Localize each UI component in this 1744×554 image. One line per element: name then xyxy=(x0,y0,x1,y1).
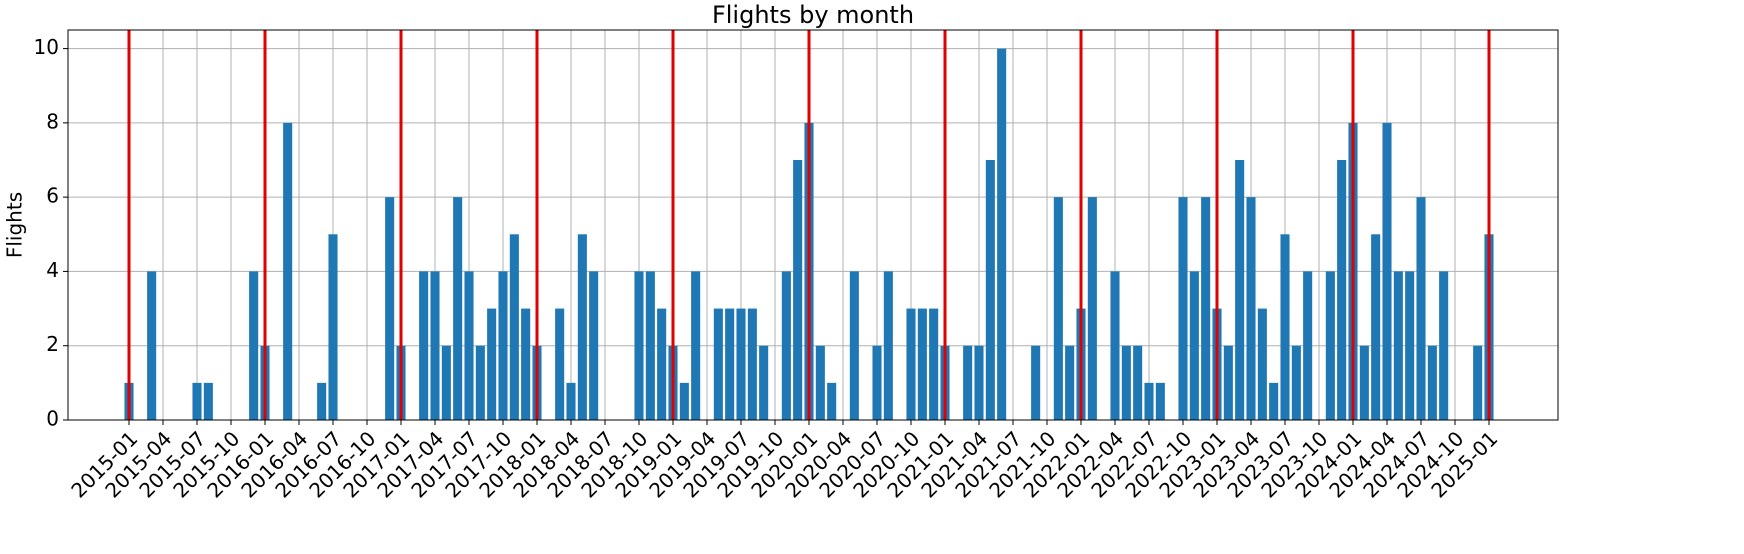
bar xyxy=(1087,197,1097,420)
bar xyxy=(1031,345,1041,420)
plot-frame xyxy=(67,29,1559,421)
bar xyxy=(679,382,689,420)
bar xyxy=(317,382,327,420)
bar xyxy=(453,197,463,420)
bar xyxy=(1337,160,1347,420)
bar xyxy=(917,308,927,420)
bar xyxy=(1280,234,1290,420)
bar xyxy=(827,382,837,420)
bar xyxy=(555,308,565,420)
bar xyxy=(759,345,769,420)
bar xyxy=(1121,345,1131,420)
bar xyxy=(929,308,939,420)
bar xyxy=(328,234,338,420)
y-tick-label: 6 xyxy=(46,184,59,208)
bar xyxy=(1223,345,1233,420)
bar xyxy=(1269,382,1279,420)
bar xyxy=(509,234,519,420)
bar xyxy=(147,271,157,420)
bar xyxy=(1382,122,1392,420)
bar xyxy=(634,271,644,420)
bar xyxy=(1427,345,1437,420)
bar xyxy=(793,160,803,420)
bar xyxy=(1246,197,1256,420)
bar xyxy=(974,345,984,420)
bar xyxy=(1053,197,1063,420)
bar xyxy=(475,345,485,420)
bar xyxy=(1065,345,1075,420)
bar xyxy=(1393,271,1403,420)
bar xyxy=(577,234,587,420)
bar xyxy=(1473,345,1483,420)
bar xyxy=(1201,197,1211,420)
bar xyxy=(1359,345,1369,420)
bar xyxy=(1133,345,1143,420)
bar xyxy=(1144,382,1154,420)
bar xyxy=(883,271,893,420)
bar xyxy=(203,382,213,420)
bar xyxy=(283,122,293,420)
bar xyxy=(521,308,531,420)
bar xyxy=(997,48,1007,420)
bar xyxy=(963,345,973,420)
bar xyxy=(691,271,701,420)
bar xyxy=(1416,197,1426,420)
bar xyxy=(1178,197,1188,420)
y-tick-label: 2 xyxy=(46,332,59,356)
bar xyxy=(1235,160,1245,420)
bar xyxy=(906,308,916,420)
bar xyxy=(736,308,746,420)
y-tick-label: 10 xyxy=(34,35,59,59)
bar xyxy=(1405,271,1415,420)
bar xyxy=(1303,271,1313,420)
bar xyxy=(1371,234,1381,420)
bar xyxy=(872,345,882,420)
y-tick-label: 0 xyxy=(46,407,59,431)
bar xyxy=(1257,308,1267,420)
y-tick-label: 4 xyxy=(46,258,59,282)
y-axis-label: Flights xyxy=(3,192,27,258)
bar xyxy=(487,308,497,420)
bar xyxy=(713,308,723,420)
bar xyxy=(1325,271,1335,420)
bar xyxy=(566,382,576,420)
y-tick-label: 8 xyxy=(46,109,59,133)
bar xyxy=(419,271,429,420)
bar xyxy=(1155,382,1165,420)
bar xyxy=(589,271,599,420)
bar xyxy=(385,197,395,420)
bar xyxy=(1291,345,1301,420)
bar xyxy=(657,308,667,420)
bar xyxy=(1110,271,1120,420)
bar xyxy=(849,271,859,420)
bar xyxy=(498,271,508,420)
bar xyxy=(747,308,757,420)
bar xyxy=(1439,271,1449,420)
bar xyxy=(430,271,440,420)
bar xyxy=(815,345,825,420)
bar xyxy=(725,308,735,420)
bar xyxy=(781,271,791,420)
bar xyxy=(645,271,655,420)
bar xyxy=(192,382,202,420)
bar xyxy=(464,271,474,420)
bar xyxy=(985,160,995,420)
bar xyxy=(1189,271,1199,420)
bar xyxy=(249,271,259,420)
bar xyxy=(441,345,451,420)
chart-title: Flights by month xyxy=(712,1,914,29)
